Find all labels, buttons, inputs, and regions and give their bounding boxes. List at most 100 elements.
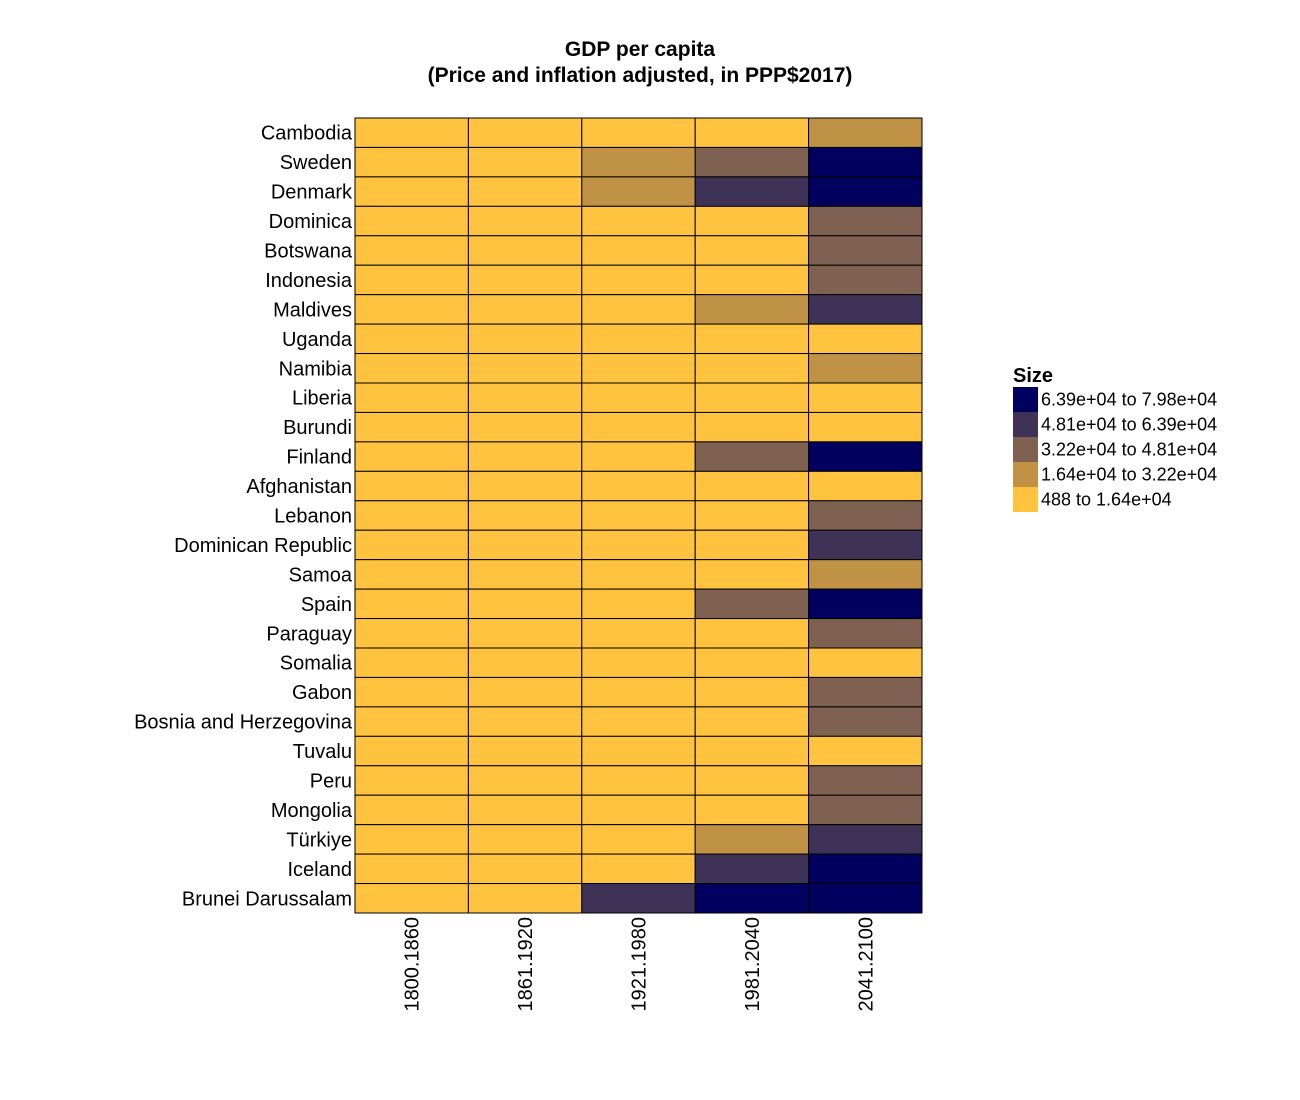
heatmap-cell — [694, 647, 810, 678]
heatmap-cell — [467, 353, 583, 384]
heatmap-cell — [808, 529, 923, 561]
heatmap-cell — [581, 853, 696, 885]
heatmap-cell — [354, 323, 469, 355]
heatmap-cell — [581, 235, 696, 266]
heatmap-cell — [467, 205, 583, 237]
heatmap-cell — [467, 794, 583, 826]
y-tick-label: Mongolia — [271, 800, 353, 822]
heatmap-cell — [467, 735, 583, 767]
heatmap-cell — [581, 470, 696, 502]
heatmap-cell — [581, 323, 696, 355]
heatmap-cell — [354, 382, 469, 413]
heatmap-cell — [354, 853, 469, 885]
heatmap-cell — [694, 411, 810, 443]
heatmap-cell — [694, 323, 810, 355]
heatmap-cell — [694, 618, 810, 649]
heatmap-cell — [581, 117, 696, 148]
heatmap-cell — [581, 676, 696, 708]
heatmap-cell — [354, 676, 469, 708]
heatmap-cell — [354, 176, 469, 207]
heatmap-cell — [808, 883, 923, 914]
heatmap-cell — [694, 706, 810, 737]
y-tick-label: Lebanon — [274, 506, 352, 528]
heatmap-cell — [467, 883, 583, 914]
heatmap-cell — [808, 117, 923, 148]
heatmap-cell — [467, 676, 583, 708]
heatmap-cell — [467, 117, 583, 148]
heatmap-cell — [467, 706, 583, 737]
heatmap-cell — [354, 117, 469, 148]
heatmap-cell — [467, 618, 583, 649]
y-tick-label: Gabon — [292, 682, 352, 704]
heatmap-cell — [467, 500, 583, 531]
heatmap-cell — [694, 176, 810, 207]
heatmap-cell — [354, 235, 469, 266]
heatmap-cell — [808, 706, 923, 737]
heatmap-cell — [808, 176, 923, 207]
heatmap-cell — [467, 382, 583, 413]
y-tick-label: Türkiye — [286, 829, 352, 851]
chart-subtitle: (Price and inflation adjusted, in PPP$20… — [428, 64, 853, 87]
heatmap-cell — [354, 618, 469, 649]
heatmap-cell — [581, 765, 696, 796]
heatmap-cell — [694, 676, 810, 708]
heatmap-cell — [694, 588, 810, 620]
heatmap-cell — [808, 382, 923, 413]
heatmap-cell — [354, 411, 469, 443]
heatmap-cell — [354, 706, 469, 737]
heatmap-cell — [354, 294, 469, 325]
heatmap-cell — [694, 853, 810, 885]
heatmap-cell — [467, 559, 583, 590]
heatmap-cell — [354, 794, 469, 826]
heatmap-cell — [581, 529, 696, 561]
y-tick-label: Peru — [310, 771, 352, 793]
heatmap-cell — [808, 618, 923, 649]
heatmap-cell — [808, 794, 923, 826]
heatmap-cell — [808, 853, 923, 885]
x-tick-label: 1981.2040 — [742, 917, 764, 1012]
heatmap-cell — [581, 146, 696, 178]
heatmap-cell — [354, 883, 469, 914]
legend-swatch — [1013, 462, 1038, 487]
heatmap-cell — [354, 735, 469, 767]
y-tick-label: Spain — [301, 594, 352, 616]
heatmap-cell — [354, 824, 469, 855]
y-tick-label: Bosnia and Herzegovina — [134, 712, 353, 734]
heatmap-cell — [467, 146, 583, 178]
heatmap-cell — [467, 529, 583, 561]
y-tick-label: Dominica — [269, 211, 353, 233]
heatmap-cell — [694, 765, 810, 796]
heatmap-cell — [808, 146, 923, 178]
heatmap-cell — [808, 588, 923, 620]
heatmap-cell — [581, 824, 696, 855]
heatmap-cell — [467, 647, 583, 678]
heatmap-cell — [467, 323, 583, 355]
x-axis-labels: 1800.1860 1861.1920 1921.1980 1981.2040 2041… — [402, 917, 878, 1012]
heatmap-cell — [808, 323, 923, 355]
legend-swatch — [1013, 387, 1038, 412]
heatmap-cell — [694, 794, 810, 826]
heatmap-cell — [467, 470, 583, 502]
heatmap-cell — [694, 529, 810, 561]
x-tick-label: 1921.1980 — [629, 917, 651, 1012]
y-tick-label: Botswana — [264, 241, 353, 263]
heatmap-cell — [354, 264, 469, 296]
heatmap-cell — [808, 411, 923, 443]
heatmap-cells — [354, 117, 923, 914]
heatmap-cell — [694, 235, 810, 266]
heatmap-cell — [694, 824, 810, 855]
heatmap-cell — [354, 470, 469, 502]
heatmap-cell — [581, 618, 696, 649]
heatmap-cell — [581, 794, 696, 826]
legend-label: 3.22e+04 to 4.81e+04 — [1041, 440, 1217, 460]
heatmap-cell — [467, 411, 583, 443]
chart-title: GDP per capita — [565, 38, 715, 61]
heatmap-cell — [581, 735, 696, 767]
heatmap-cell — [354, 588, 469, 620]
heatmap-cell — [694, 441, 810, 472]
heatmap-cell — [808, 264, 923, 296]
heatmap-cell — [354, 205, 469, 237]
heatmap-cell — [354, 441, 469, 472]
heatmap-cell — [694, 735, 810, 767]
